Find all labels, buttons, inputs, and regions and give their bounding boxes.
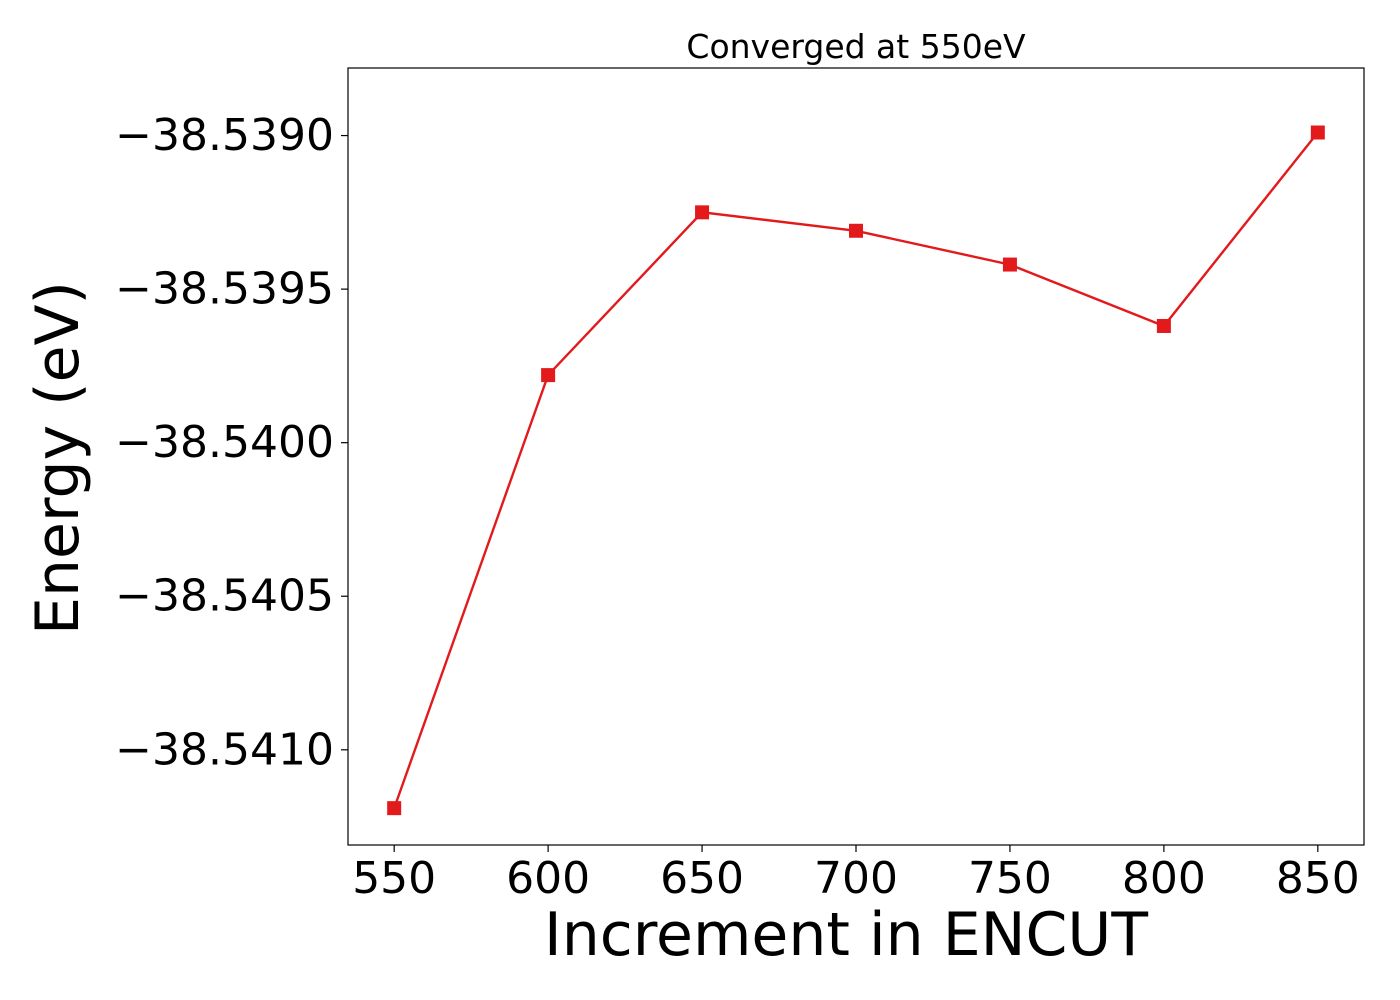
y-tick-label: −38.5400 (115, 417, 334, 468)
x-axis-label: Increment in ENCUT (544, 900, 1148, 970)
data-point-marker (541, 368, 556, 383)
data-point-marker (1156, 318, 1171, 333)
x-axis: 550 600 650 700 750 800 850 (352, 845, 1360, 904)
x-tick-label: 600 (506, 853, 590, 904)
x-tick-label: 700 (814, 853, 898, 904)
data-point-marker (387, 801, 402, 816)
series-group (387, 125, 1325, 816)
y-tick-label: −38.5410 (115, 724, 334, 775)
y-axis-label: Energy (eV) (23, 281, 93, 635)
x-tick-label: 550 (352, 853, 436, 904)
chart-title: Converged at 550eV (686, 27, 1026, 66)
y-tick-label: −38.5405 (115, 571, 334, 622)
data-point-marker (695, 205, 710, 220)
y-axis: −38.5390 −38.5395 −38.5400 −38.5405 −38.5410 (115, 110, 348, 775)
y-tick-label: −38.5395 (115, 264, 334, 315)
x-tick-label: 850 (1276, 853, 1360, 904)
data-point-marker (1310, 125, 1325, 140)
data-point-marker (1002, 257, 1017, 272)
x-tick-label: 750 (968, 853, 1052, 904)
plot-frame (347, 67, 1365, 846)
x-tick-label: 800 (1122, 853, 1206, 904)
x-tick-label: 650 (660, 853, 744, 904)
data-point-marker (849, 223, 863, 238)
y-tick-label: −38.5390 (115, 110, 334, 161)
